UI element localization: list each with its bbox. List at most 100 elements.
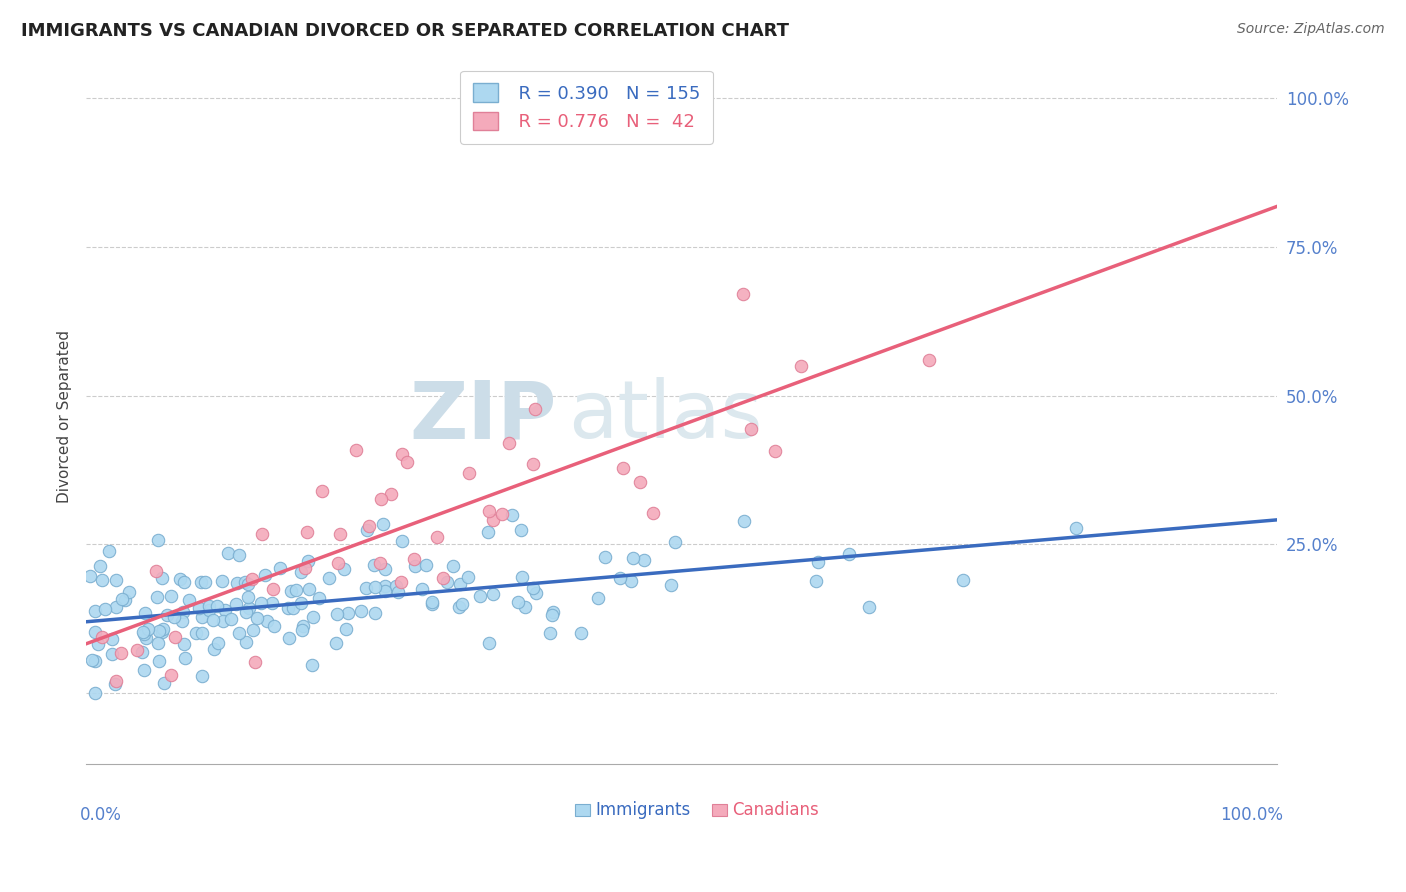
Point — [807, 555, 830, 569]
Point — [253, 568, 276, 582]
Point — [240, 572, 263, 586]
Point — [190, 575, 212, 590]
Point — [83, 654, 105, 668]
Point — [214, 603, 236, 617]
Point — [510, 570, 533, 584]
Point — [391, 447, 413, 461]
Point — [586, 591, 609, 606]
Point — [350, 604, 373, 618]
Point — [228, 548, 250, 562]
Point — [110, 646, 132, 660]
Point — [318, 571, 340, 585]
Point — [79, 569, 101, 583]
Point — [740, 422, 762, 436]
Point — [236, 590, 259, 604]
Point — [134, 663, 156, 677]
Point — [170, 614, 193, 628]
Point — [422, 597, 444, 611]
Point — [477, 635, 499, 649]
Point — [391, 574, 413, 589]
Point — [172, 605, 194, 619]
Point — [501, 508, 523, 522]
Point — [641, 506, 664, 520]
Point — [374, 562, 396, 576]
Point — [763, 443, 786, 458]
Point — [387, 585, 409, 599]
Point — [522, 458, 544, 472]
Point — [148, 654, 170, 668]
Point — [236, 577, 259, 591]
Point — [363, 558, 385, 573]
Text: atlas: atlas — [568, 377, 763, 456]
Point — [145, 564, 167, 578]
Point — [262, 582, 284, 596]
Point — [285, 583, 308, 598]
Point — [132, 625, 155, 640]
Point — [391, 534, 413, 549]
Point — [541, 605, 564, 619]
Text: ZIP: ZIP — [409, 377, 557, 456]
Point — [104, 677, 127, 691]
Point — [262, 596, 284, 610]
Point — [233, 575, 256, 590]
Point — [524, 585, 547, 599]
Point — [411, 582, 433, 596]
Point — [252, 527, 274, 541]
Point — [173, 636, 195, 650]
Point — [105, 573, 128, 587]
Point — [301, 658, 323, 673]
Point — [256, 614, 278, 628]
Point — [404, 552, 426, 566]
Point — [373, 517, 395, 532]
Point — [571, 625, 593, 640]
Point — [194, 574, 217, 589]
Point — [1064, 521, 1087, 535]
Point — [290, 596, 312, 610]
Point — [659, 578, 682, 592]
Text: 100.0%: 100.0% — [1220, 806, 1284, 824]
Point — [114, 592, 136, 607]
Point — [278, 631, 301, 645]
Point — [482, 587, 505, 601]
Point — [491, 508, 513, 522]
Point — [160, 668, 183, 682]
Point — [311, 484, 333, 499]
Point — [470, 590, 492, 604]
Point — [447, 600, 470, 615]
Point — [101, 647, 124, 661]
Point — [292, 619, 315, 633]
Point — [328, 556, 350, 570]
Point — [238, 600, 260, 615]
Point — [524, 402, 547, 417]
Point — [415, 558, 437, 572]
Point — [205, 599, 228, 613]
Point — [186, 626, 208, 640]
Point — [202, 642, 225, 657]
Point — [280, 584, 302, 599]
Y-axis label: Divorced or Separated: Divorced or Separated — [58, 330, 72, 503]
Point — [374, 584, 396, 599]
Point — [228, 626, 250, 640]
Point — [477, 504, 499, 518]
Point — [858, 600, 880, 615]
Point — [541, 607, 564, 622]
Point — [152, 623, 174, 637]
Point — [790, 359, 813, 373]
Point — [522, 581, 544, 595]
Point — [344, 442, 367, 457]
Point — [118, 584, 141, 599]
Point — [134, 627, 156, 641]
Point — [731, 287, 754, 301]
Point — [84, 625, 107, 640]
Point — [593, 549, 616, 564]
Point — [250, 596, 273, 610]
Point — [917, 352, 939, 367]
Point — [513, 599, 536, 614]
Point — [457, 570, 479, 584]
Point — [477, 525, 499, 540]
Point — [131, 645, 153, 659]
Point — [609, 571, 631, 585]
Point — [245, 655, 267, 669]
Point — [664, 534, 686, 549]
Point — [191, 610, 214, 624]
